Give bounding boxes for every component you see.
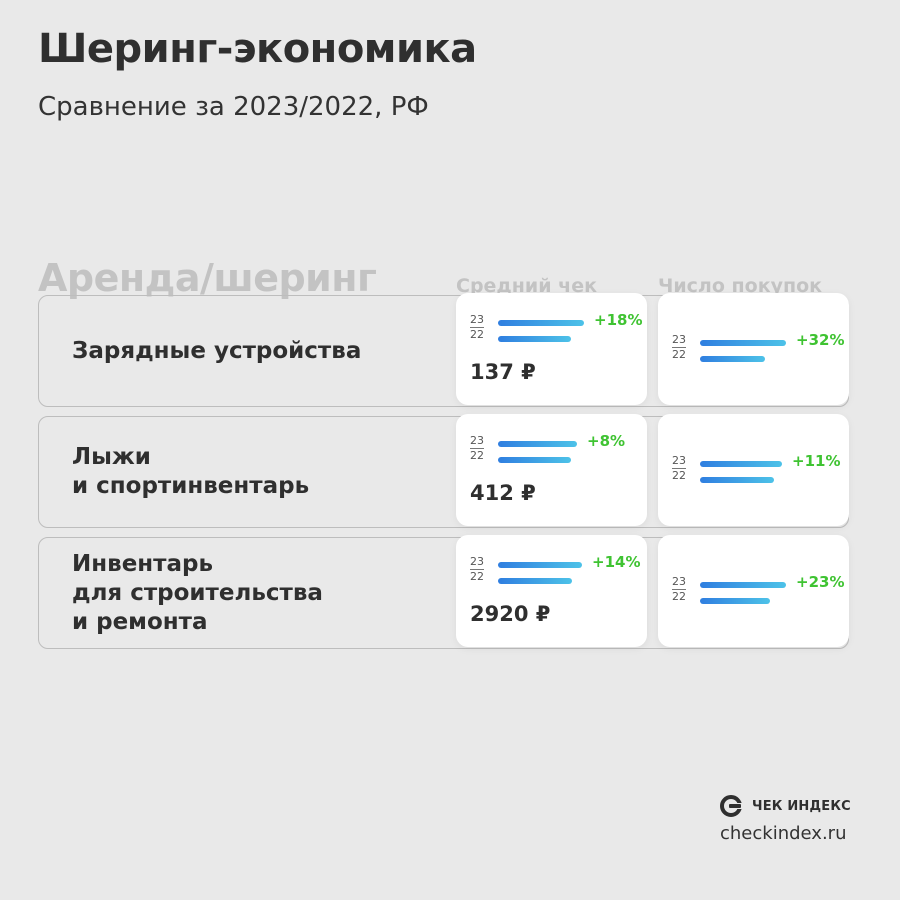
page-subtitle: Сравнение за 2023/2022, РФ [38, 92, 429, 122]
bar-previous-year [700, 356, 765, 362]
avg-check-card: 23 22 +8% 412 ₽ [456, 414, 647, 526]
table-row: Зарядные устройства [38, 295, 849, 407]
year-label-previous: 22 [470, 570, 484, 583]
purchase-count-card: 23 22 +23% [658, 535, 849, 647]
year-label-current: 23 [470, 555, 484, 570]
page-title: Шеринг-экономика [38, 26, 477, 72]
bar-current-year [700, 582, 786, 588]
bar-current-year [498, 441, 577, 447]
year-label-current: 23 [470, 313, 484, 328]
year-label-current: 23 [470, 434, 484, 449]
table-row: Инвентарь для строительства и ремонта [38, 537, 849, 649]
avg-check-card: 23 22 +18% 137 ₽ [456, 293, 647, 405]
year-label-previous: 22 [672, 348, 686, 361]
year-label-previous: 22 [672, 469, 686, 482]
bar-current-year [498, 562, 582, 568]
avg-check-value: 2920 ₽ [470, 602, 551, 626]
year-label-previous: 22 [470, 328, 484, 341]
bar-previous-year [498, 578, 572, 584]
bar-previous-year [498, 457, 571, 463]
year-label-previous: 22 [672, 590, 686, 603]
checkindex-logo-icon [720, 795, 746, 817]
table-row: Лыжи и спортинвентарь [38, 416, 849, 528]
bar-previous-year [700, 598, 770, 604]
bar-current-year [700, 461, 782, 467]
change-percent: +11% [792, 452, 841, 470]
bar-previous-year [498, 336, 571, 342]
brand-name: ЧЕК ИНДЕКС [752, 798, 851, 814]
purchase-count-card: 23 22 +11% [658, 414, 849, 526]
avg-check-value: 137 ₽ [470, 360, 536, 384]
change-percent: +14% [592, 553, 641, 571]
year-label-current: 23 [672, 575, 686, 590]
column-header-avg-check: Средний чек [456, 275, 597, 297]
year-label-current: 23 [672, 333, 686, 348]
change-percent: +18% [594, 311, 643, 329]
bar-current-year [700, 340, 786, 346]
year-label-previous: 22 [470, 449, 484, 462]
row-category-label: Лыжи и спортинвентарь [72, 444, 310, 499]
change-percent: +32% [796, 331, 845, 349]
brand-logo: ЧЕК ИНДЕКС [720, 795, 851, 817]
column-header-purchase-count: Число покупок [658, 275, 823, 297]
row-category-label: Инвентарь для строительства и ремонта [72, 550, 323, 635]
bar-previous-year [700, 477, 774, 483]
site-link: checkindex.ru [720, 823, 847, 844]
avg-check-card: 23 22 +14% 2920 ₽ [456, 535, 647, 647]
avg-check-value: 412 ₽ [470, 481, 536, 505]
change-percent: +23% [796, 573, 845, 591]
purchase-count-card: 23 22 +32% [658, 293, 849, 405]
change-percent: +8% [587, 432, 626, 450]
year-label-current: 23 [672, 454, 686, 469]
row-category-label: Зарядные устройства [72, 337, 362, 364]
bar-current-year [498, 320, 584, 326]
section-title: Аренда/шеринг [38, 256, 377, 300]
